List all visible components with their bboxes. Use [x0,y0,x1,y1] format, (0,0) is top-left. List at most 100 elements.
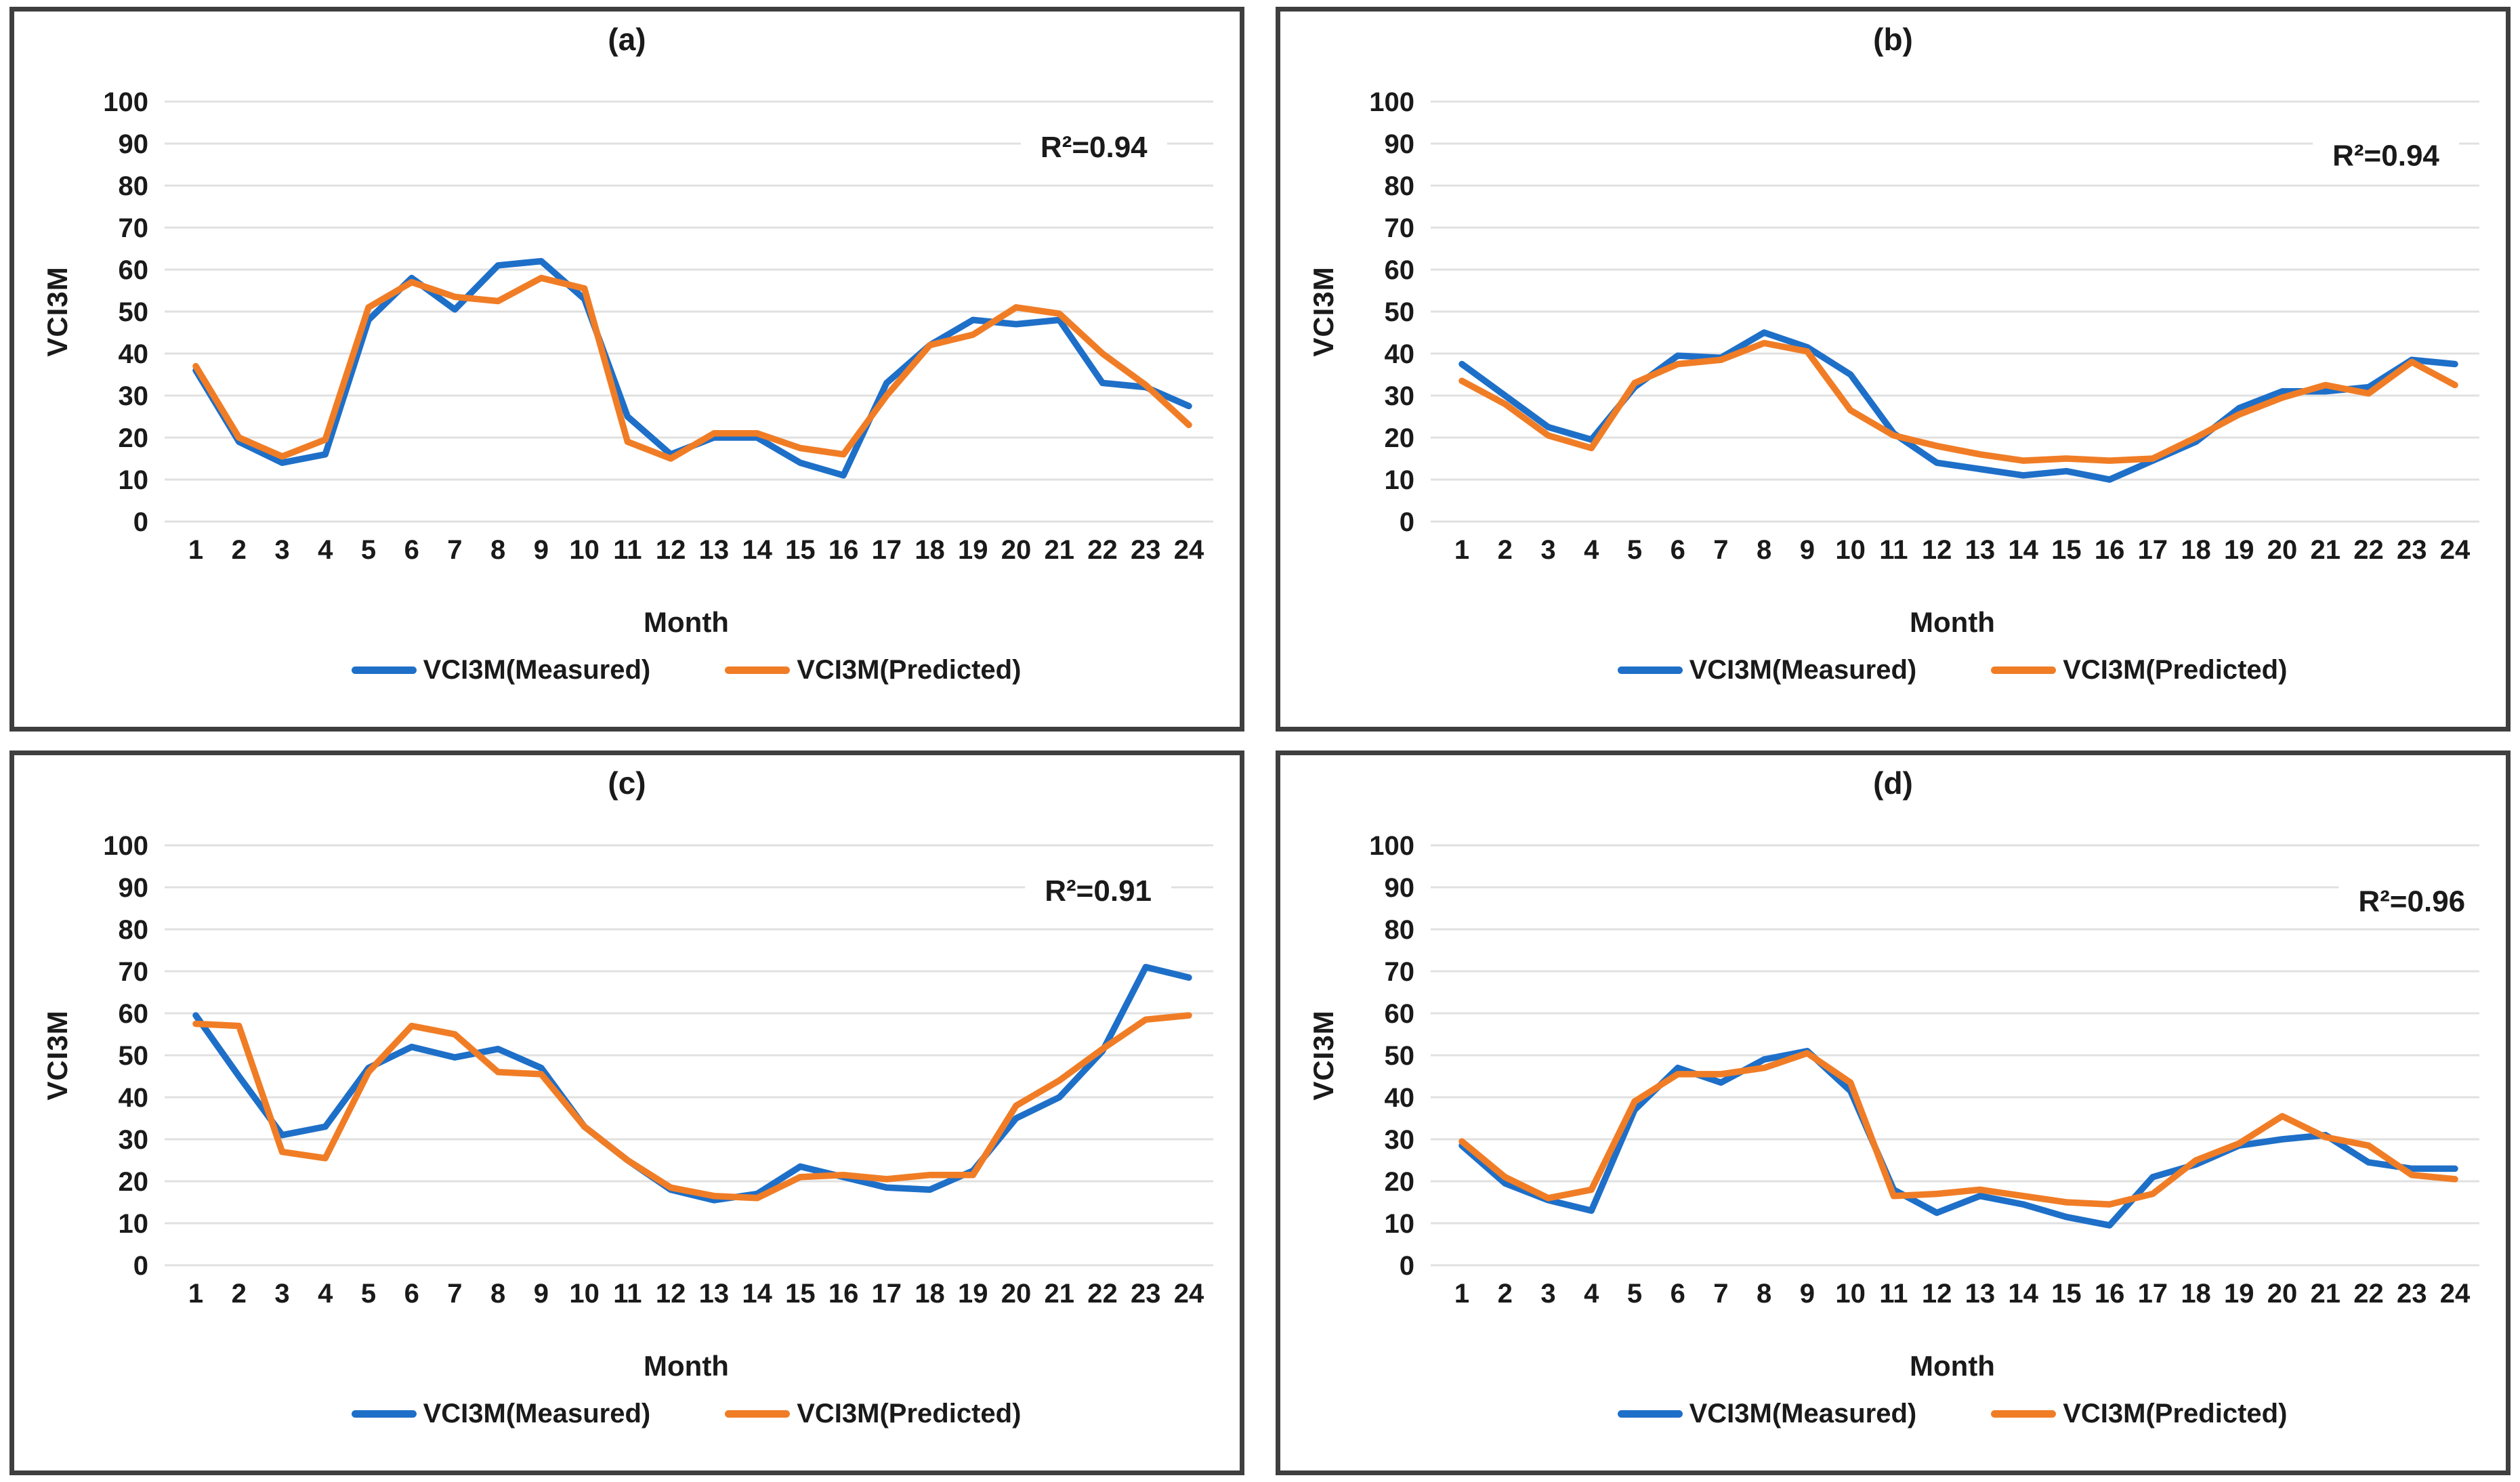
x-tick-label: 18 [2181,535,2211,565]
x-tick-label: 13 [699,1279,730,1309]
y-tick-label: 80 [1385,915,1415,945]
x-tick-label: 4 [1584,1279,1599,1309]
x-tick-label: 19 [2224,535,2254,565]
x-tick-label: 16 [828,1279,859,1309]
x-tick-label: 10 [1835,1279,1866,1309]
predicted-line [192,1012,1192,1202]
r2-annotation: R²=0.94 [1041,131,1148,164]
r2-annotation: R²=0.96 [2358,885,2465,918]
y-tick-label: 90 [119,129,149,159]
y-tick-label: 0 [133,507,148,537]
chart-panel-b: (b) VCI3M 0 10 20 30 40 50 60 70 80 90 100 1 2 3 4 5 6 7 8… [1276,7,2511,732]
legend-item-measured: VCI3M(Measured) [351,655,650,685]
x-tick-label: 14 [2008,1279,2038,1309]
predicted-line-swatch [1991,666,2057,674]
x-tick-label: 8 [490,1279,505,1309]
x-tick-label: 9 [1800,535,1815,565]
x-axis-title: Month [1910,606,1995,638]
y-tick-label: 20 [1385,423,1415,453]
y-tick-label: 0 [1400,507,1414,537]
x-tick-label: 2 [1498,1279,1513,1309]
x-tick-label: 4 [318,1279,333,1309]
legend-label-predicted: VCI3M(Predicted) [797,1399,1022,1428]
y-tick-label: 50 [119,1041,149,1071]
legend-item-predicted: VCI3M(Predicted) [1991,1399,2287,1429]
x-tick-label: 1 [1454,1279,1469,1309]
x-tick-label: 1 [1454,535,1469,565]
x-tick-label: 2 [232,535,247,565]
measured-line [192,964,1192,1204]
x-tick-label: 18 [915,1279,945,1309]
x-tick-label: 12 [1922,1279,1952,1309]
r2-annotation: R²=0.94 [2332,140,2439,173]
x-tick-label: 19 [958,535,988,565]
y-tick-label: 60 [1385,255,1415,285]
y-tick-label: 60 [1385,999,1415,1029]
x-tick-label: 15 [785,535,816,565]
x-tick-label: 17 [872,535,902,565]
x-tick-label: 23 [2397,1279,2427,1309]
measured-line-swatch [1617,1410,1683,1418]
x-tick-label: 7 [1713,535,1728,565]
x-tick-label: 17 [2138,535,2168,565]
x-tick-label: 10 [1835,535,1866,565]
y-tick-label: 50 [1385,1041,1415,1071]
panel-title: (a) [608,22,646,57]
y-tick-label: 40 [119,1083,149,1113]
legend: VCI3M(Measured) VCI3M(Predicted) [1356,655,2506,685]
x-tick-label: 18 [915,535,945,565]
y-tick-label: 70 [119,213,149,243]
y-tick-label: 0 [1400,1251,1414,1281]
y-tick-label: 80 [119,915,149,945]
x-tick-label: 10 [569,1279,600,1309]
y-tick-label: 10 [119,465,149,495]
x-tick-label: 12 [1922,535,1952,565]
x-tick-label: 20 [1001,535,1032,565]
y-tick-label: 50 [119,297,149,327]
y-tick-label: 100 [1369,831,1414,861]
measured-line-swatch [351,1410,417,1418]
figure-grid: (a) VCI3M 0 10 20 30 40 50 60 70 80 90 100 1 2 3 4 5 6 7 8… [9,7,2511,1475]
x-tick-label: 10 [569,535,600,565]
legend-item-measured: VCI3M(Measured) [1617,655,1917,685]
legend: VCI3M(Measured) VCI3M(Predicted) [1356,1399,2506,1429]
x-tick-label: 8 [1757,1279,1771,1309]
y-tick-label: 90 [1385,873,1415,903]
y-tick-label: 20 [1385,1167,1415,1197]
x-tick-label: 12 [656,535,686,565]
x-tick-label: 11 [1879,1279,1908,1309]
measured-line-swatch [1617,666,1683,674]
x-tick-label: 3 [274,1279,289,1309]
x-tick-label: 20 [2267,535,2298,565]
y-tick-label: 10 [119,1209,149,1239]
x-tick-label: 3 [1540,535,1555,565]
legend-label-measured: VCI3M(Measured) [423,1399,651,1428]
x-tick-label: 15 [2051,1279,2082,1309]
x-tick-label: 3 [1540,1279,1555,1309]
chart-panel-a: (a) VCI3M 0 10 20 30 40 50 60 70 80 90 100 1 2 3 4 5 6 7 8… [9,7,1244,732]
y-tick-label: 30 [1385,1125,1415,1155]
x-tick-label: 22 [2353,535,2384,565]
y-tick-label: 30 [119,381,149,411]
x-tick-label: 9 [1800,1279,1815,1309]
y-tick-label: 80 [1385,171,1415,201]
x-tick-label: 22 [1087,1279,1118,1309]
x-tick-label: 8 [490,535,505,565]
y-tick-label: 0 [133,1251,148,1281]
r2-annotation-backing [1020,122,1167,162]
x-tick-label: 23 [1131,1279,1161,1309]
legend-label-measured: VCI3M(Measured) [1689,655,1917,685]
y-tick-label: 60 [119,255,149,285]
x-tick-label: 4 [1584,535,1599,565]
r2-annotation-backing [1025,866,1172,906]
x-tick-label: 5 [1627,1279,1642,1309]
x-tick-label: 14 [742,535,772,565]
y-tick-label: 90 [1385,129,1415,159]
measured-line [1458,1048,2458,1229]
y-tick-label: 40 [119,339,149,369]
chart-panel-d: (d) VCI3M 0 10 20 30 40 50 60 70 80 90 100 1 2 3 4 5 6 7 8… [1276,750,2511,1475]
predicted-line-swatch [725,1410,791,1418]
x-tick-label: 15 [2051,535,2082,565]
